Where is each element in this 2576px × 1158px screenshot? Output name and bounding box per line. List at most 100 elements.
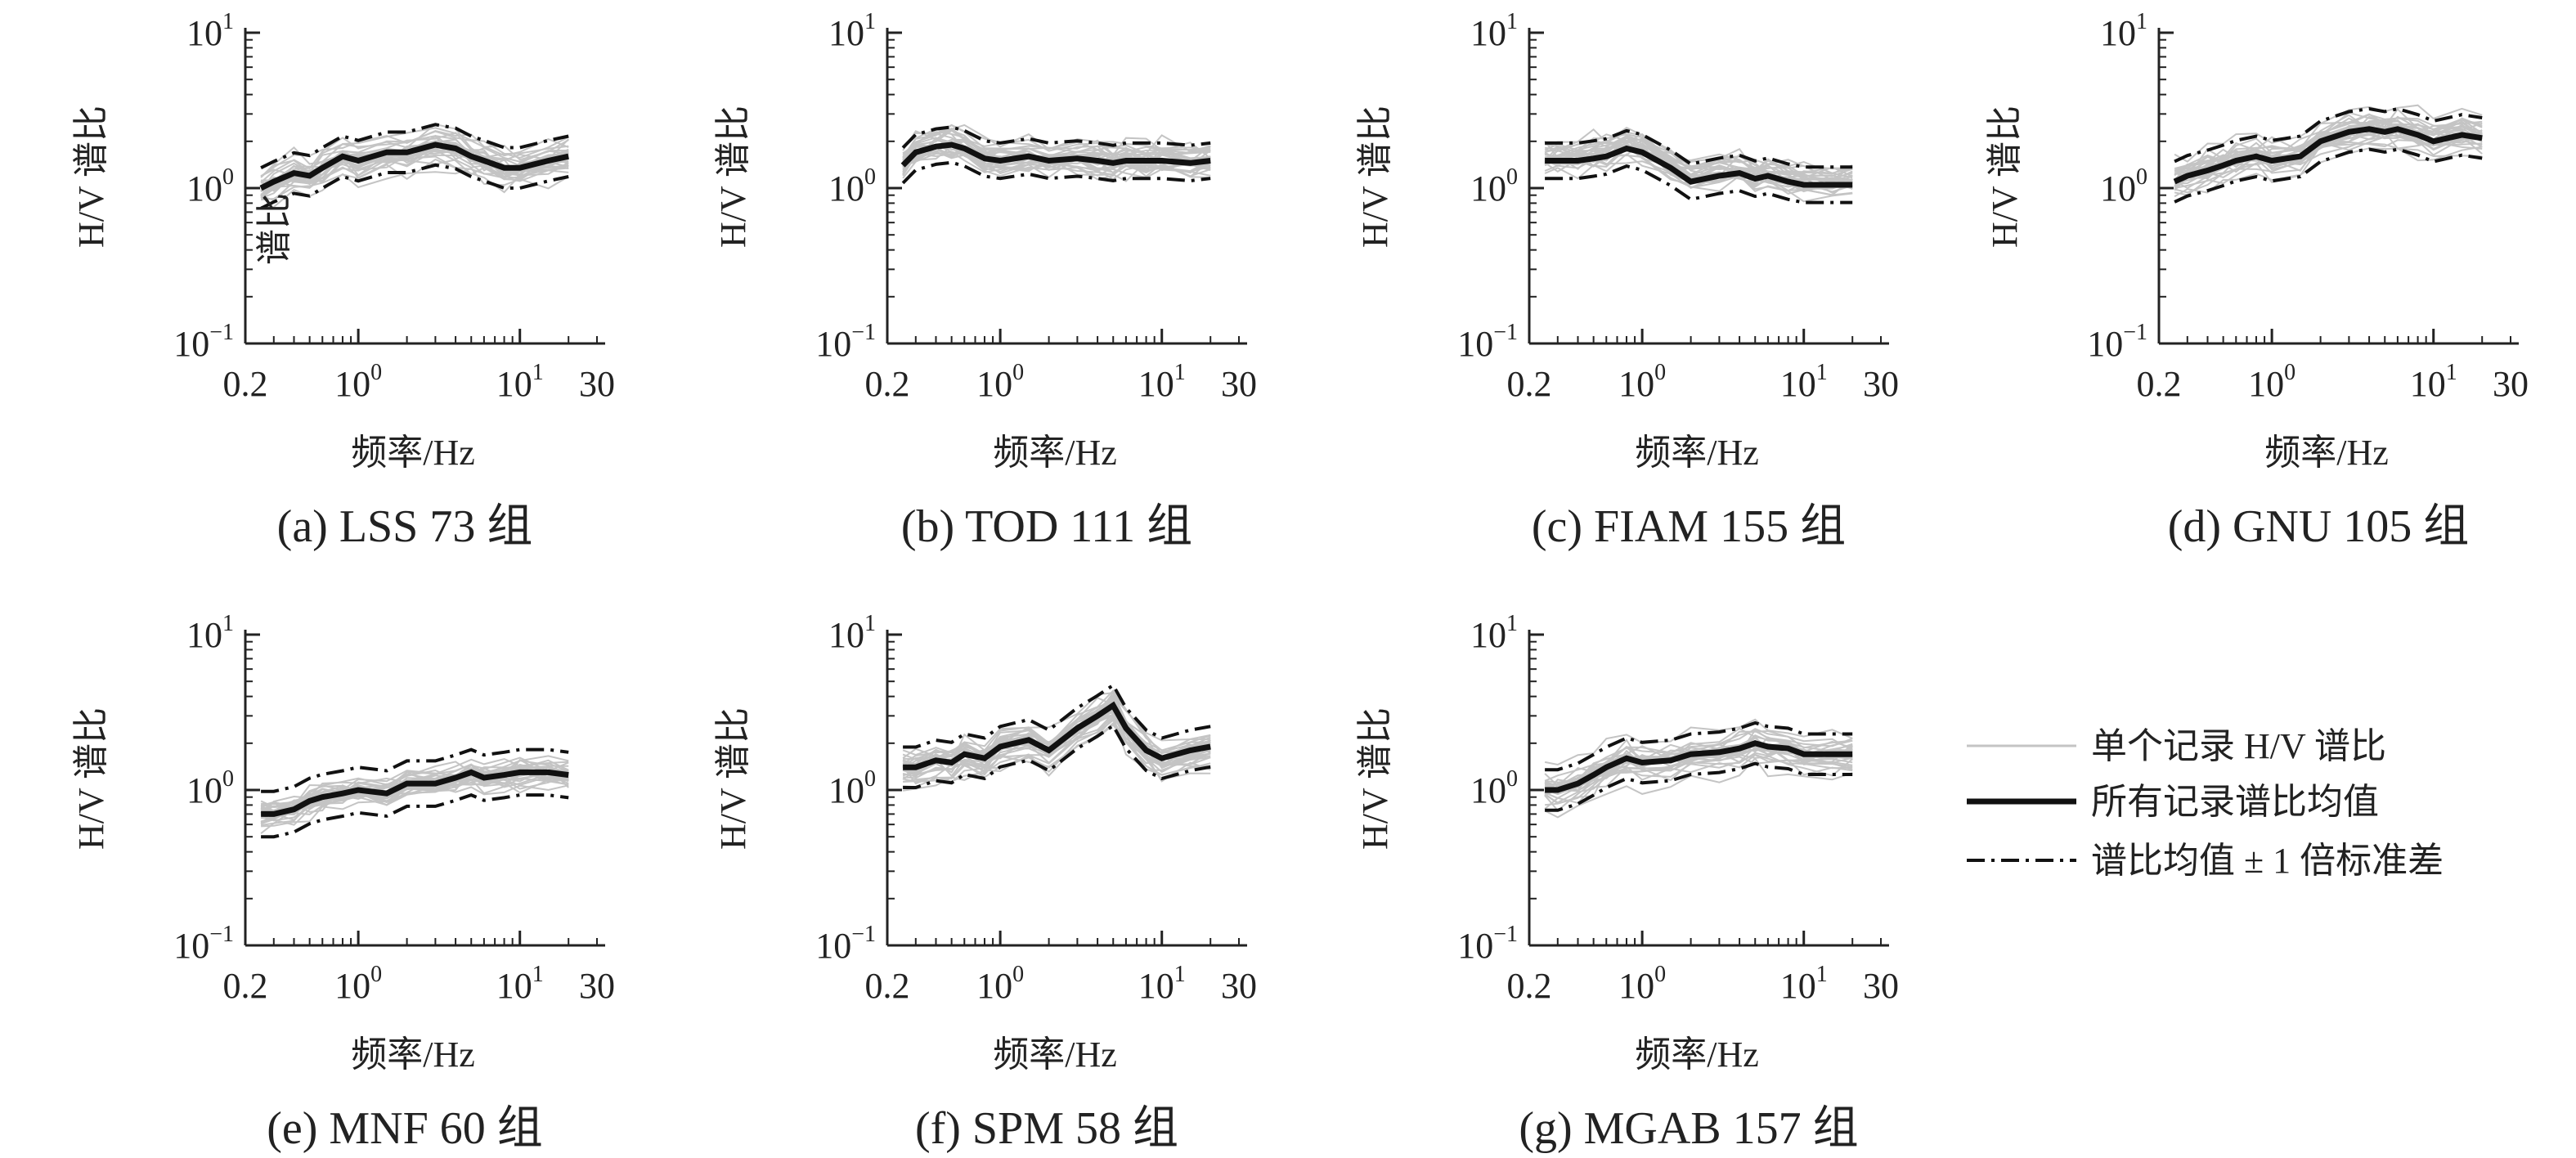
- x-tick-label: 101: [1780, 360, 1828, 404]
- stray-label: 谱比: [254, 193, 294, 265]
- x-tick-label: 30: [1221, 966, 1257, 1006]
- panel-e: 10−1 100 101 0.2 100 101 30 频率/Hz H/V 谱比 (e) MNF …: [71, 611, 615, 1154]
- record-line: [1544, 729, 1853, 782]
- panel-d: 10−1 100 101 0.2 100 101 30 频率/Hz H/V 谱比 (d) GNU …: [1985, 9, 2529, 552]
- x-tick-label: 100: [976, 360, 1024, 404]
- record-line: [2174, 147, 2483, 198]
- individual-records: [260, 755, 569, 834]
- y-tick-label: 100: [1470, 766, 1518, 810]
- x-tick-label: 30: [1863, 364, 1899, 404]
- mean-minus-std-line: [1545, 761, 1853, 812]
- y-axis-label: H/V 谱比: [1985, 105, 2025, 248]
- mean-line: [259, 141, 569, 191]
- x-tick-label: 30: [1863, 966, 1899, 1006]
- x-axis-label: 频率/Hz: [351, 1035, 475, 1075]
- y-tick-label: 10−1: [1457, 320, 1518, 364]
- x-tick-label: 30: [1221, 364, 1257, 404]
- x-tick-label: 100: [334, 360, 382, 404]
- x-tick-label: 101: [2410, 360, 2457, 404]
- x-tick-label: 101: [1780, 962, 1828, 1006]
- mean-line: [2173, 126, 2483, 185]
- x-axis-label: 频率/Hz: [1635, 1035, 1759, 1075]
- mean-line: [1545, 145, 1853, 188]
- legend-label: 单个记录 H/V 谱比: [2091, 726, 2386, 766]
- y-tick-label: 101: [186, 611, 234, 655]
- mean-plus-std-line: [2174, 106, 2483, 164]
- record-line: [1544, 138, 1853, 181]
- record-line: [902, 137, 1211, 172]
- x-axis-label: 频率/Hz: [993, 1035, 1117, 1075]
- mean-minus-std-line: [2174, 147, 2483, 204]
- x-axis-label: 频率/Hz: [993, 433, 1117, 473]
- y-tick-label: 101: [1470, 611, 1518, 655]
- panel-caption: (d) GNU 105 组: [2168, 501, 2470, 552]
- record-line: [2174, 114, 2483, 172]
- legend-label: 所有记录谱比均值: [2091, 782, 2379, 822]
- mean-line: [261, 769, 569, 817]
- x-tick-label: 100: [334, 962, 382, 1006]
- y-axis-label: H/V 谱比: [713, 105, 753, 248]
- x-tick-label: 0.2: [1507, 966, 1552, 1006]
- record-line: [261, 784, 569, 828]
- y-tick-label: 101: [1470, 9, 1518, 53]
- panel-caption: (g) MGAB 157 组: [1519, 1103, 1858, 1154]
- mean-plus-std-line: [1545, 128, 1853, 169]
- record-line: [260, 148, 569, 192]
- y-tick-label: 100: [828, 766, 876, 810]
- mean-line: [900, 141, 1211, 168]
- mean-plus-std-line: [903, 683, 1211, 749]
- mean-line: [1545, 740, 1853, 793]
- mean-minus-std-line: [903, 723, 1211, 789]
- x-tick-label: 0.2: [865, 364, 910, 404]
- x-tick-label: 100: [976, 962, 1024, 1006]
- x-tick-label: 101: [1138, 360, 1186, 404]
- y-tick-label: 10−1: [173, 320, 234, 364]
- y-tick-label: 101: [2100, 9, 2147, 53]
- y-tick-label: 101: [186, 9, 234, 53]
- record-line: [260, 135, 569, 191]
- mean-line: [903, 701, 1211, 770]
- record-line: [1544, 718, 1853, 766]
- x-tick-label: 30: [579, 966, 615, 1006]
- x-tick-label: 0.2: [223, 966, 268, 1006]
- y-axis-label: H/V 谱比: [1355, 707, 1395, 850]
- record-line: [260, 159, 569, 202]
- mean-plus-std-line: [1545, 720, 1853, 772]
- panel-caption: (e) MNF 60 组: [267, 1103, 543, 1154]
- legend-label: 谱比均值 ± 1 倍标准差: [2091, 841, 2444, 881]
- y-tick-label: 101: [828, 611, 876, 655]
- mean-minus-std-line: [1545, 164, 1853, 204]
- x-tick-label: 0.2: [1507, 364, 1552, 404]
- x-tick-label: 101: [496, 962, 544, 1006]
- y-tick-label: 100: [828, 164, 876, 209]
- y-tick-label: 100: [1470, 164, 1518, 209]
- record-line: [2174, 111, 2483, 173]
- y-axis-label: H/V 谱比: [1355, 105, 1395, 248]
- mean-plus-std-line: [901, 125, 1211, 150]
- record-line: [902, 146, 1211, 174]
- record-line: [903, 721, 1211, 783]
- y-axis-label: H/V 谱比: [71, 707, 111, 850]
- individual-records: [902, 123, 1211, 182]
- y-tick-label: 100: [186, 164, 234, 209]
- x-tick-label: 0.2: [2137, 364, 2182, 404]
- x-tick-label: 101: [1138, 962, 1186, 1006]
- x-tick-label: 100: [1618, 360, 1666, 404]
- record-line: [1544, 753, 1853, 810]
- panel-caption: (f) SPM 58 组: [915, 1103, 1178, 1154]
- panel-caption: (b) TOD 111 组: [901, 501, 1192, 552]
- x-tick-label: 101: [496, 360, 544, 404]
- record-line: [1544, 141, 1853, 189]
- y-tick-label: 100: [186, 766, 234, 810]
- record-line: [902, 128, 1211, 159]
- y-tick-label: 101: [828, 9, 876, 53]
- record-line: [902, 150, 1211, 181]
- x-tick-label: 100: [1618, 962, 1666, 1006]
- x-tick-label: 30: [2493, 364, 2529, 404]
- y-axis-label: H/V 谱比: [713, 707, 753, 850]
- record-line: [260, 127, 569, 178]
- y-tick-label: 10−1: [2087, 320, 2147, 364]
- x-axis-label: 频率/Hz: [351, 433, 475, 473]
